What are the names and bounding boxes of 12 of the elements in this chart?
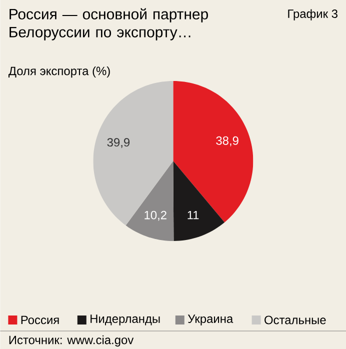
legend-label: Россия xyxy=(21,316,59,324)
legend-label: Нидерланды xyxy=(90,314,160,326)
data-label: 11 xyxy=(188,210,198,220)
data-label: 38,9 xyxy=(216,136,238,146)
chart-subtitle: Доля экспорта (%) xyxy=(8,66,110,78)
legend-label: Украина xyxy=(188,314,233,326)
chart-title: Россия — основной партнер Белоруссии по экспорту… xyxy=(9,8,208,40)
text: Источник: www.cia.gov xyxy=(9,335,134,347)
text: График 3 xyxy=(288,9,338,20)
legend-label: Остальные xyxy=(264,316,326,324)
data-label: 39,9 xyxy=(107,138,130,148)
data-label: 10,2 xyxy=(144,210,166,221)
